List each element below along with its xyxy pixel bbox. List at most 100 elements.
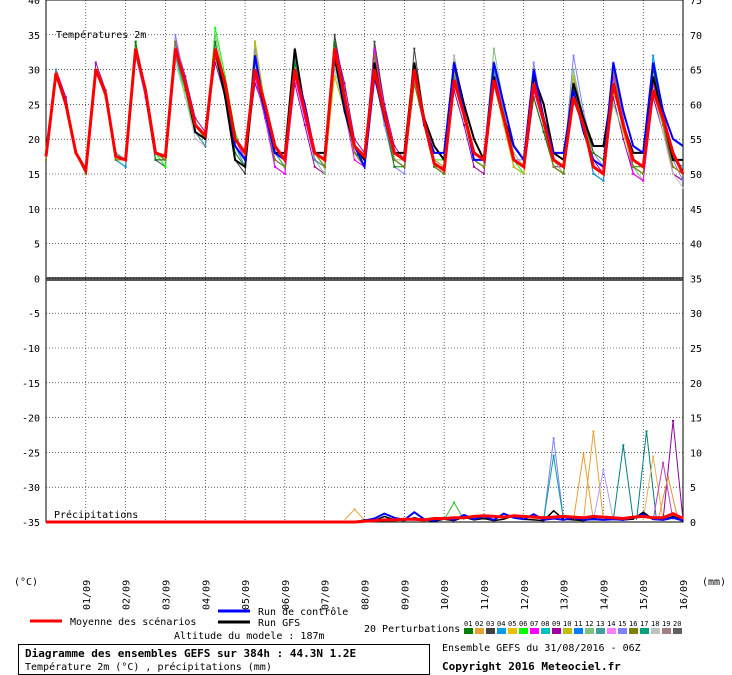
perturbation-id: 03 <box>486 620 494 628</box>
member-point <box>164 165 167 168</box>
x-tick-label: 15/09 <box>639 580 650 610</box>
right-tick-label: 40 <box>690 240 702 251</box>
x-tick-label: 06/09 <box>281 580 292 610</box>
x-tick-label: 02/09 <box>122 580 133 610</box>
x-tick-label: 08/09 <box>361 580 372 610</box>
member-point <box>214 33 217 36</box>
member-point <box>383 124 386 127</box>
member-point <box>224 75 227 78</box>
member-point <box>642 179 645 182</box>
member-point <box>552 165 555 168</box>
member-point <box>184 96 187 99</box>
member-point <box>333 33 336 36</box>
member-point <box>114 158 117 161</box>
member-point <box>234 151 237 154</box>
precip-member-point <box>622 444 625 447</box>
member-point <box>682 179 684 182</box>
left-tick-label: -15 <box>22 379 40 390</box>
perturbation-swatch <box>475 628 484 634</box>
perturbation-swatch <box>574 628 583 634</box>
member-point <box>194 138 197 140</box>
x-tick-label: 04/09 <box>201 580 212 610</box>
member-point <box>164 158 167 161</box>
temp-panel-label: Températures 2m <box>56 29 146 41</box>
precip-member-point <box>645 430 648 433</box>
right-tick-label: 15 <box>690 414 702 425</box>
right-tick-label: 50 <box>690 170 702 181</box>
precip-member-peak <box>612 445 634 520</box>
right-tick-label: 55 <box>690 135 702 146</box>
x-tick-label: 09/09 <box>400 580 411 610</box>
member-point <box>303 117 306 120</box>
left-tick-label: -5 <box>28 309 40 320</box>
right-tick-label: 75 <box>690 0 702 7</box>
perturbation-swatch <box>662 628 671 634</box>
left-tick-label: 40 <box>28 0 40 7</box>
member-point <box>453 75 456 78</box>
member-point <box>283 172 286 175</box>
member-point <box>64 96 67 99</box>
perturbation-swatch <box>486 628 495 634</box>
precip-member-peak <box>573 453 594 520</box>
x-tick-label: 11/09 <box>480 580 491 610</box>
member-point <box>333 68 336 71</box>
member-point <box>393 158 396 161</box>
member-point <box>502 110 505 113</box>
right-tick-label: 0 <box>690 518 696 529</box>
member-point <box>353 158 356 161</box>
member-point <box>592 151 595 154</box>
perturbation-id: 14 <box>607 620 615 628</box>
perturbation-swatch <box>530 628 539 634</box>
perturbation-id: 12 <box>585 620 593 628</box>
member-point <box>532 61 535 64</box>
member-point <box>333 40 336 43</box>
chart-subtitle: Température 2m (°C) , précipitations (mm… <box>25 662 272 673</box>
x-tick-label: 16/09 <box>679 580 690 610</box>
member-point <box>124 165 127 168</box>
perturbation-id: 05 <box>508 620 516 628</box>
legend-mean-label: Moyenne des scénarios <box>70 616 196 628</box>
member-point <box>393 165 396 168</box>
member-point <box>612 103 615 106</box>
member-point <box>662 131 665 134</box>
member-point <box>263 117 266 120</box>
x-tick-label: 05/09 <box>241 580 252 610</box>
precip-member-point <box>453 501 456 504</box>
member-point <box>45 158 47 161</box>
member-point <box>572 68 575 71</box>
perturbation-id: 08 <box>541 620 549 628</box>
perturbations-label: 20 Perturbations <box>364 624 460 635</box>
member-point <box>532 96 535 99</box>
perturbation-swatch <box>596 628 605 634</box>
member-point <box>383 103 386 106</box>
member-point <box>572 54 575 57</box>
legend-control-label: Run de contrôle <box>258 606 348 618</box>
member-point <box>84 172 87 175</box>
perturbation-id: 09 <box>552 620 560 628</box>
gridlines <box>46 0 684 523</box>
member-point <box>572 75 575 78</box>
x-tick-label: 14/09 <box>599 580 610 610</box>
member-point <box>94 61 97 64</box>
member-point <box>254 47 257 50</box>
left-tick-label: -30 <box>22 483 40 494</box>
member-point <box>542 131 545 134</box>
perturbation-id: 07 <box>530 620 538 628</box>
perturbation-id: 17 <box>640 620 648 628</box>
precip-member-peak <box>662 420 684 520</box>
member-point <box>343 82 346 85</box>
x-tick-label: 07/09 <box>321 580 332 610</box>
left-tick-label: -25 <box>22 448 40 459</box>
member-point <box>293 61 296 64</box>
perturbation-swatch <box>640 628 649 634</box>
left-tick-label: 35 <box>28 31 40 42</box>
member-point <box>512 165 515 168</box>
right-tick-label: 20 <box>690 379 702 390</box>
main-series <box>44 48 685 524</box>
member-point <box>672 172 675 175</box>
right-tick-label: 30 <box>690 309 702 320</box>
precip-member-peak <box>636 431 657 520</box>
member-point <box>682 165 684 168</box>
member-point <box>632 172 635 175</box>
perturbation-id: 15 <box>618 620 626 628</box>
